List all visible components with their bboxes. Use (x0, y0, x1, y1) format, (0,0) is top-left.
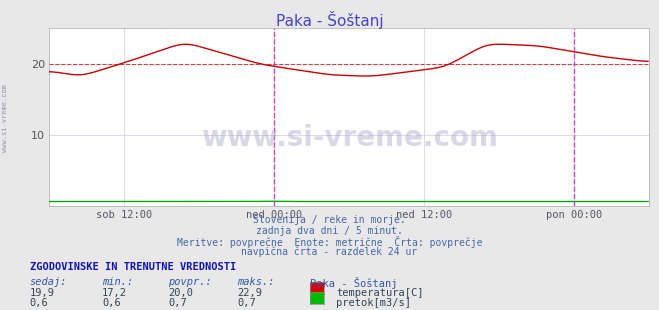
Text: Slovenija / reke in morje.: Slovenija / reke in morje. (253, 215, 406, 225)
Text: Paka - Šoštanj: Paka - Šoštanj (310, 277, 397, 289)
Text: 19,9: 19,9 (30, 288, 55, 298)
Text: 22,9: 22,9 (237, 288, 262, 298)
Text: 17,2: 17,2 (102, 288, 127, 298)
Text: temperatura[C]: temperatura[C] (336, 288, 424, 298)
Text: ZGODOVINSKE IN TRENUTNE VREDNOSTI: ZGODOVINSKE IN TRENUTNE VREDNOSTI (30, 262, 236, 272)
Text: 20,0: 20,0 (168, 288, 193, 298)
Text: navpična črta - razdelek 24 ur: navpična črta - razdelek 24 ur (241, 246, 418, 257)
Text: povpr.:: povpr.: (168, 277, 212, 286)
Text: min.:: min.: (102, 277, 133, 286)
Text: Meritve: povprečne  Enote: metrične  Črta: povprečje: Meritve: povprečne Enote: metrične Črta:… (177, 236, 482, 248)
Text: 0,6: 0,6 (102, 298, 121, 308)
Text: pretok[m3/s]: pretok[m3/s] (336, 298, 411, 308)
Text: 0,7: 0,7 (237, 298, 256, 308)
Text: sedaj:: sedaj: (30, 277, 67, 286)
Text: maks.:: maks.: (237, 277, 275, 286)
Text: www.si-vreme.com: www.si-vreme.com (201, 124, 498, 153)
Text: Paka - Šoštanj: Paka - Šoštanj (275, 11, 384, 29)
Text: zadnja dva dni / 5 minut.: zadnja dva dni / 5 minut. (256, 226, 403, 236)
Text: 0,6: 0,6 (30, 298, 48, 308)
Text: 0,7: 0,7 (168, 298, 186, 308)
Text: www.si-vreme.com: www.si-vreme.com (2, 84, 9, 152)
